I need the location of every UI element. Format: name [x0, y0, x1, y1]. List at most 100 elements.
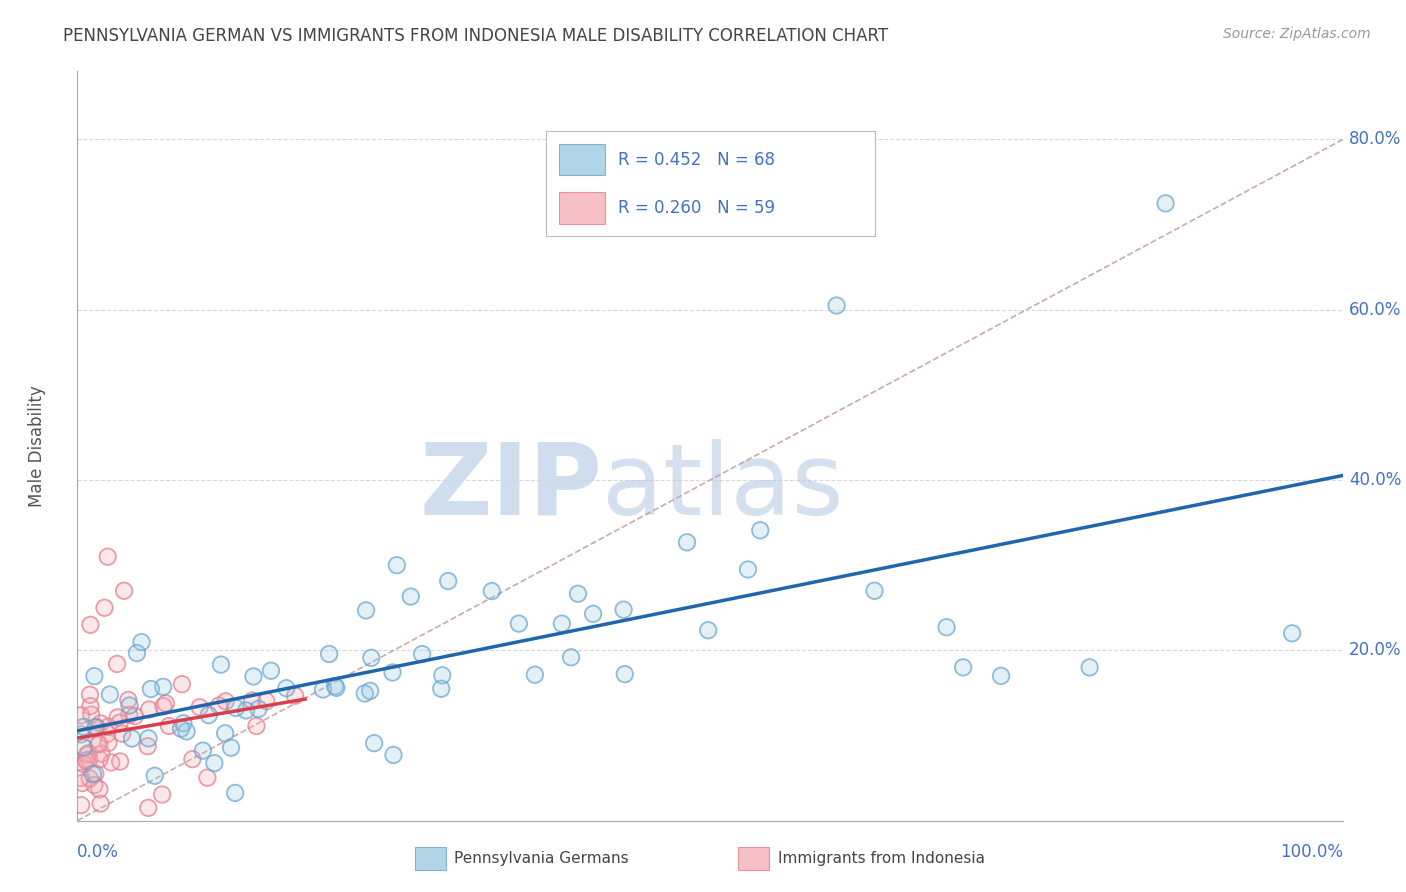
Point: [567, 587, 589, 601]
Text: 0.0%: 0.0%: [77, 843, 120, 861]
Point: [93, 600, 115, 615]
Point: [138, 731, 160, 746]
Point: [197, 771, 219, 785]
Point: [481, 584, 503, 599]
Point: [70, 708, 93, 723]
Point: [560, 650, 582, 665]
Point: [112, 583, 135, 598]
Point: [82, 767, 104, 781]
Point: [176, 724, 198, 739]
Point: [86, 721, 108, 735]
Point: [260, 664, 283, 678]
Point: [219, 740, 242, 755]
Point: [325, 681, 347, 695]
Point: [118, 698, 141, 713]
Point: [70, 727, 93, 741]
Point: [582, 607, 605, 621]
Point: [97, 549, 120, 564]
Point: [136, 739, 159, 754]
Point: [89, 737, 111, 751]
Text: Male Disability: Male Disability: [28, 385, 45, 507]
Point: [108, 715, 131, 730]
Point: [125, 646, 148, 660]
Point: [481, 584, 503, 599]
Point: [70, 798, 93, 813]
Point: [111, 726, 134, 740]
Text: Source: ZipAtlas.com: Source: ZipAtlas.com: [1223, 27, 1371, 41]
Point: [191, 744, 214, 758]
Point: [124, 709, 146, 723]
Point: [98, 688, 121, 702]
Point: [385, 558, 408, 573]
Text: PENNSYLVANIA GERMAN VS IMMIGRANTS FROM INDONESIA MALE DISABILITY CORRELATION CHA: PENNSYLVANIA GERMAN VS IMMIGRANTS FROM I…: [63, 27, 889, 45]
Point: [79, 617, 101, 632]
Point: [353, 686, 375, 700]
Point: [139, 681, 162, 696]
Point: [567, 587, 589, 601]
Point: [551, 616, 574, 631]
Point: [284, 689, 307, 703]
Point: [73, 757, 96, 772]
Point: [254, 694, 277, 708]
Point: [508, 616, 530, 631]
Point: [111, 726, 134, 740]
Point: [93, 600, 115, 615]
Point: [359, 684, 381, 698]
Point: [152, 699, 174, 714]
Point: [170, 722, 193, 736]
Point: [240, 693, 263, 707]
Point: [73, 740, 96, 755]
Point: [176, 724, 198, 739]
Point: [202, 756, 225, 770]
Point: [117, 693, 139, 707]
Point: [77, 753, 100, 767]
Point: [863, 583, 886, 598]
Point: [84, 766, 107, 780]
Point: [245, 719, 267, 733]
Point: [325, 681, 347, 695]
Point: [73, 740, 96, 755]
Point: [318, 647, 340, 661]
Point: [209, 657, 232, 672]
Point: [83, 669, 105, 683]
Point: [523, 667, 546, 681]
Point: [354, 603, 377, 617]
Point: [82, 767, 104, 781]
Point: [89, 752, 111, 766]
Point: [225, 701, 247, 715]
Point: [215, 694, 238, 708]
Point: [260, 664, 283, 678]
Point: [208, 698, 231, 713]
Point: [70, 771, 93, 785]
Point: [247, 702, 270, 716]
Point: [825, 298, 848, 313]
Point: [247, 702, 270, 716]
Point: [84, 720, 107, 734]
Point: [70, 798, 93, 813]
Text: 20.0%: 20.0%: [1348, 641, 1402, 659]
Point: [437, 574, 460, 588]
Point: [118, 698, 141, 713]
Point: [73, 720, 96, 734]
Text: Pennsylvania Germans: Pennsylvania Germans: [454, 851, 628, 865]
Point: [143, 769, 166, 783]
Point: [990, 669, 1012, 683]
Point: [245, 719, 267, 733]
Point: [77, 746, 100, 760]
Point: [1078, 660, 1101, 674]
Point: [172, 716, 194, 731]
Point: [139, 681, 162, 696]
Point: [181, 752, 204, 766]
Point: [77, 753, 100, 767]
Point: [70, 727, 93, 741]
Point: [97, 736, 120, 750]
Point: [676, 535, 699, 549]
Point: [1281, 626, 1303, 640]
Point: [155, 697, 177, 711]
Point: [89, 716, 111, 731]
Point: [117, 693, 139, 707]
Point: [613, 667, 636, 681]
Point: [84, 720, 107, 734]
Point: [363, 736, 385, 750]
Point: [150, 788, 173, 802]
